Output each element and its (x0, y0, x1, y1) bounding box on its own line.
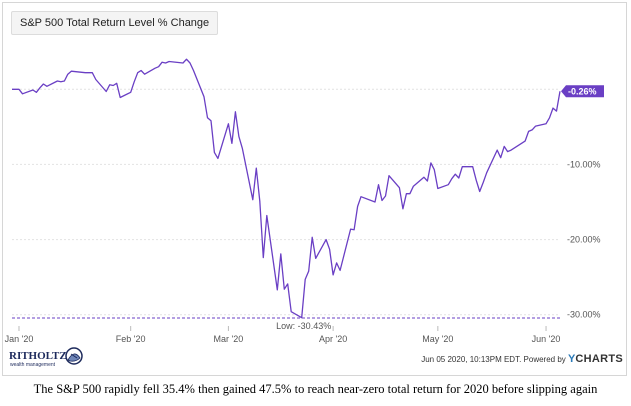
x-axis-ticks: Jan '20 Feb '20 Mar '20 Apr '20 May '20 Jun '… (5, 326, 561, 344)
ycharts-logo-mark: Y (568, 353, 576, 365)
y-tick-label: -10.00% (567, 159, 601, 169)
chart-credits: Jun 05 2020, 10:13PM EDT. Powered by YCH… (421, 353, 623, 365)
x-tick-label: Feb '20 (116, 334, 146, 344)
logo-text: RITHOLTZ (9, 350, 67, 362)
current-value-marker: -0.26% (561, 85, 604, 98)
chart-frame: S&P 500 Total Return Level % Change (2, 2, 627, 376)
logo-emblem-icon (65, 347, 83, 365)
logo-subtext: wealth management (10, 362, 56, 368)
powered-by-label: Powered by (523, 355, 566, 364)
timestamp: Jun 05 2020, 10:13PM EDT. (421, 355, 522, 364)
series-layer (12, 58, 561, 319)
x-tick-label: Apr '20 (319, 334, 347, 344)
current-value-label: -0.26% (568, 87, 597, 97)
chart-title: S&P 500 Total Return Level % Change (11, 11, 219, 35)
sp500-series-line (12, 58, 561, 319)
low-label: Low: -30.43% (276, 321, 331, 331)
y-tick-label: -20.00% (567, 235, 601, 245)
ycharts-logo-text: CHARTS (575, 353, 623, 365)
grid-lines (12, 88, 560, 316)
y-axis-ticks: 0.00%-10.00%-20.00%-30.00% (567, 84, 601, 319)
x-tick-label: Jan '20 (5, 334, 34, 344)
low-marker: Low: -30.43% (12, 317, 560, 331)
ritholtz-logo: RITHOLTZ wealth management (9, 347, 83, 368)
x-tick-label: Jun '20 (532, 334, 561, 344)
current-value-badge (561, 85, 604, 98)
x-tick-label: May '20 (422, 334, 453, 344)
y-tick-label: -30.00% (567, 310, 601, 320)
x-tick-label: Mar '20 (214, 334, 244, 344)
figure-caption: The S&P 500 rapidly fell 35.4% then gain… (33, 382, 598, 396)
